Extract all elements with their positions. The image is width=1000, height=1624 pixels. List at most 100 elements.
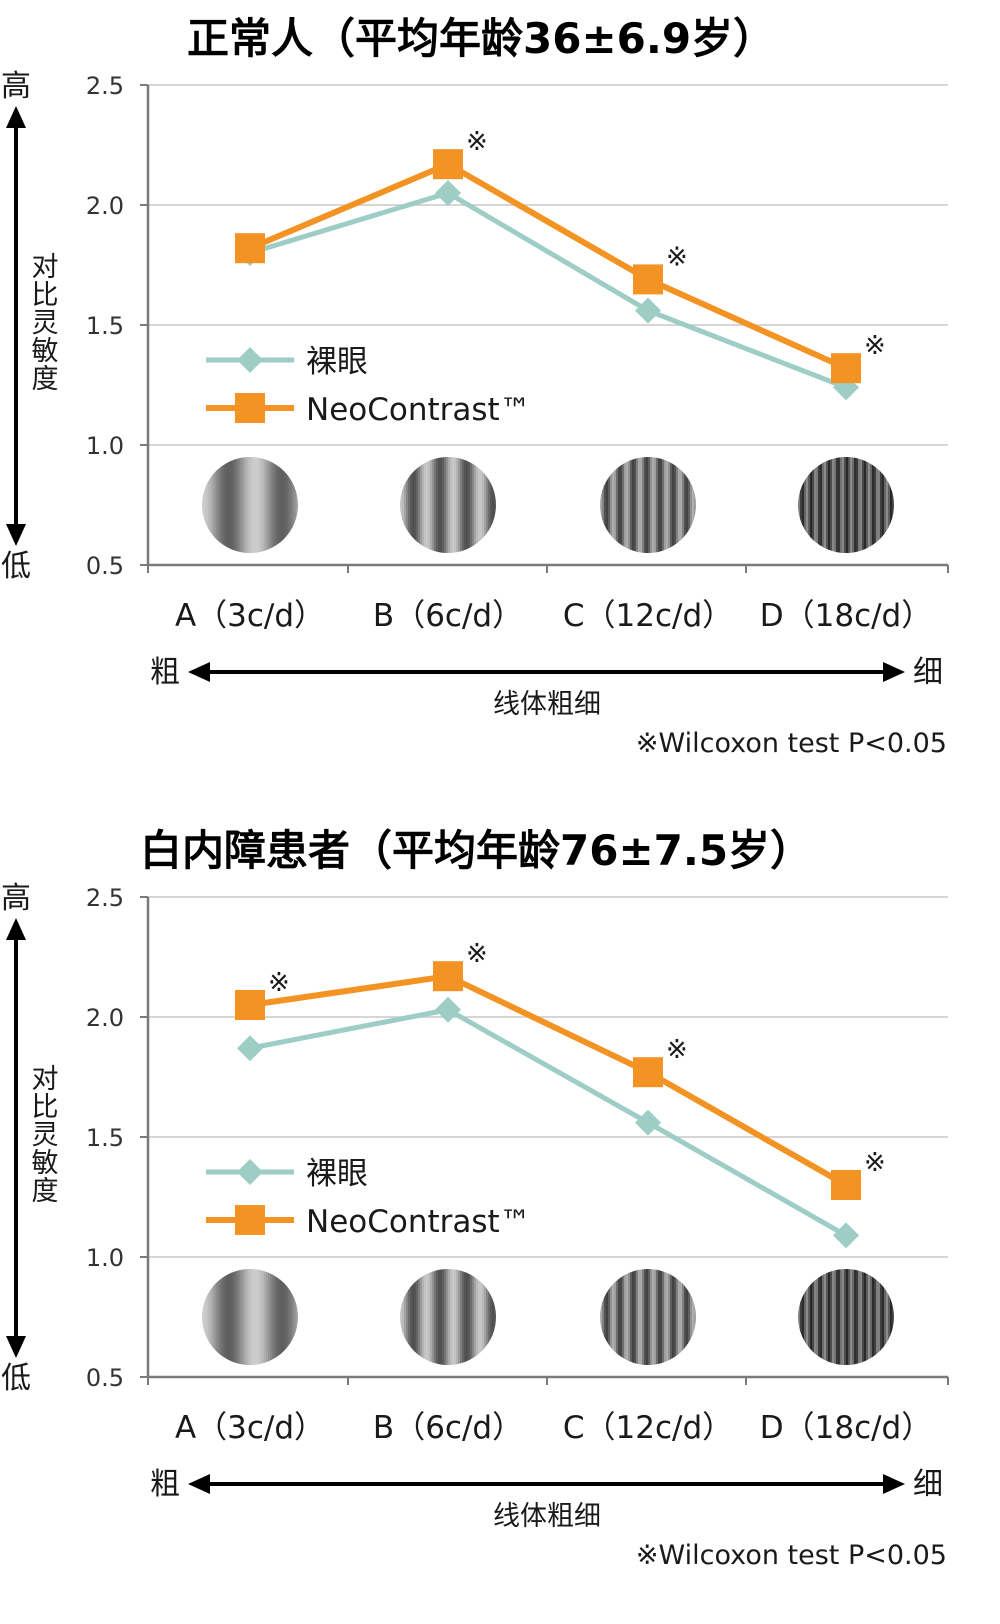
y-tick-label: 2.0 bbox=[86, 1004, 124, 1032]
arrow-left-icon bbox=[188, 662, 210, 682]
grating-stripe bbox=[478, 457, 481, 553]
grating-stripe bbox=[852, 1269, 855, 1365]
grating-stripe bbox=[810, 1269, 813, 1365]
grating-stripe bbox=[202, 457, 205, 553]
grating-stripe bbox=[434, 457, 437, 553]
grating-stripe bbox=[852, 457, 855, 553]
grating-stripe bbox=[204, 457, 207, 553]
grating-stripe bbox=[490, 457, 493, 553]
grating-stripe bbox=[666, 457, 669, 553]
grating-stripe bbox=[678, 1269, 681, 1365]
grating-stripe bbox=[832, 457, 835, 553]
x-axis-label: 线体粗细 bbox=[493, 1501, 601, 1532]
grating-stripe bbox=[868, 457, 871, 553]
grating-stripe bbox=[412, 1269, 415, 1365]
grating-stripe bbox=[644, 1269, 647, 1365]
grating-stripe bbox=[272, 1269, 275, 1365]
data-point-neocontrast bbox=[433, 961, 463, 992]
series-line-neocontrast bbox=[249, 973, 848, 1188]
grating-stripe bbox=[618, 1269, 621, 1365]
grating-stripe bbox=[658, 1269, 661, 1365]
grating-stripe bbox=[876, 457, 879, 553]
grating-stripe bbox=[602, 457, 605, 553]
grating-stripe bbox=[248, 1269, 251, 1365]
grating-stripe bbox=[860, 1269, 863, 1365]
grating-stripe bbox=[284, 1269, 287, 1365]
grating-stripe bbox=[402, 457, 405, 553]
grating-stripe bbox=[812, 1269, 815, 1365]
grating-stripe bbox=[430, 1269, 433, 1365]
grating-stripe bbox=[608, 457, 611, 553]
grating-stripe bbox=[244, 1269, 247, 1365]
grating-stripe bbox=[824, 1269, 827, 1365]
grating-stripe bbox=[632, 457, 635, 553]
grating-stripe bbox=[840, 457, 843, 553]
grating-stripe bbox=[656, 457, 659, 553]
data-point-neocontrast bbox=[633, 1057, 663, 1088]
grating-stripe bbox=[802, 1269, 805, 1365]
grating-stripe bbox=[820, 457, 823, 553]
grating-stripe bbox=[254, 457, 257, 553]
data-point-bare-eye bbox=[237, 1035, 263, 1062]
grating-stripe bbox=[658, 457, 661, 553]
grating-stripe bbox=[840, 1269, 843, 1365]
arrow-right-icon bbox=[883, 1474, 905, 1494]
grating-stripe bbox=[810, 457, 813, 553]
grating-stripe bbox=[460, 457, 463, 553]
arrow-up-icon bbox=[6, 918, 26, 940]
data-point-bare-eye bbox=[635, 297, 661, 324]
grating-stripe bbox=[822, 457, 825, 553]
grating-stripe bbox=[416, 1269, 419, 1365]
grating-circle-icon bbox=[202, 457, 298, 553]
grating-stripe bbox=[274, 1269, 277, 1365]
grating-stripe bbox=[820, 1269, 823, 1365]
grating-stripe bbox=[864, 457, 867, 553]
significance-mark: ※ bbox=[666, 242, 688, 272]
grating-stripe bbox=[296, 457, 298, 553]
data-point-neocontrast bbox=[235, 233, 265, 264]
grating-stripe bbox=[806, 457, 809, 553]
grating-stripe bbox=[424, 1269, 427, 1365]
grating-stripe bbox=[252, 1269, 255, 1365]
grating-stripe bbox=[600, 457, 603, 553]
grating-stripe bbox=[800, 457, 803, 553]
grating-stripe bbox=[408, 457, 411, 553]
significance-mark: ※ bbox=[466, 127, 488, 157]
grating-stripe bbox=[858, 1269, 861, 1365]
grating-stripe bbox=[444, 457, 447, 553]
diamond-icon bbox=[237, 1159, 263, 1185]
grating-stripe bbox=[208, 1269, 211, 1365]
grating-stripe bbox=[816, 457, 819, 553]
grating-stripe bbox=[890, 457, 893, 553]
grating-stripe bbox=[258, 1269, 261, 1365]
grating-stripe bbox=[886, 1269, 889, 1365]
grating-stripe bbox=[870, 1269, 873, 1365]
chart-panel-normal: 正常人（平均年龄36±6.9岁） 2.5 2.0 1.5 1.0 0.5 ※ ※ ※ 裸眼 Neo… bbox=[1, 14, 949, 759]
grating-stripe bbox=[646, 457, 649, 553]
grating-stripe bbox=[612, 457, 615, 553]
grating-stripe bbox=[242, 1269, 245, 1365]
grating-stripe bbox=[214, 457, 217, 553]
square-icon bbox=[235, 1205, 265, 1235]
grating-stripe bbox=[674, 1269, 677, 1365]
grating-stripe bbox=[688, 457, 691, 553]
grating-stripe bbox=[278, 1269, 281, 1365]
grating-stripe bbox=[882, 457, 885, 553]
grating-stripe bbox=[660, 457, 663, 553]
grating-stripe bbox=[602, 1269, 605, 1365]
grating-stripe bbox=[648, 1269, 651, 1365]
grating-stripe bbox=[612, 1269, 615, 1365]
grating-stripe bbox=[798, 1269, 801, 1365]
y-tick-label: 1.5 bbox=[86, 312, 124, 340]
x-category-label: D（18c/d） bbox=[760, 1410, 932, 1446]
grating-stripe bbox=[470, 1269, 473, 1365]
y-axis-label: 对比灵敏度 bbox=[27, 252, 59, 392]
grating-stripe bbox=[256, 457, 259, 553]
grating-stripe bbox=[238, 1269, 241, 1365]
grating-stripe bbox=[206, 1269, 209, 1365]
grating-stripe bbox=[430, 457, 433, 553]
grating-stripe bbox=[208, 457, 211, 553]
grating-stripe bbox=[656, 1269, 659, 1365]
grating-stripe bbox=[206, 457, 209, 553]
data-point-bare-eye bbox=[435, 180, 461, 206]
